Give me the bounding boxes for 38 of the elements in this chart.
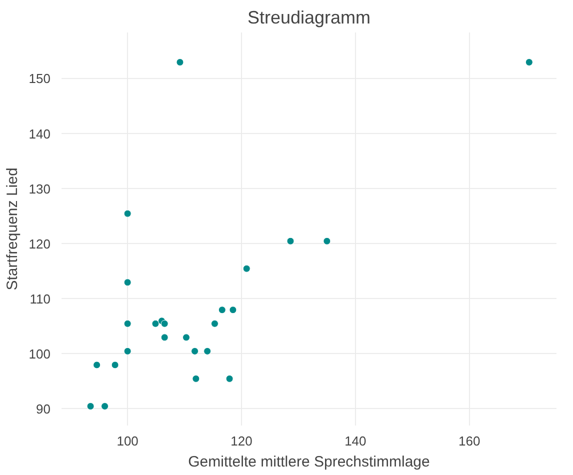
point	[323, 237, 331, 245]
point	[152, 320, 160, 328]
y-tick-label: 140	[28, 126, 51, 142]
point	[286, 237, 294, 245]
x-tick-label: 100	[116, 434, 138, 448]
y-tick-label: 100	[28, 346, 51, 362]
point	[191, 347, 199, 355]
point	[124, 347, 132, 355]
point	[86, 402, 94, 410]
y-tick-label: 110	[30, 291, 51, 306]
x-tick-label: 120	[230, 434, 252, 448]
point	[124, 210, 132, 218]
point	[226, 374, 234, 382]
point	[218, 306, 226, 314]
point	[242, 264, 250, 272]
point	[160, 334, 168, 342]
point	[192, 374, 200, 382]
y-tick-label: 130	[28, 181, 51, 196]
x-axis-title: Gemittelte mittlere Sprechstimmlage	[188, 454, 430, 470]
point	[182, 334, 190, 342]
point	[93, 361, 101, 369]
y-tick-label: 150	[28, 71, 51, 86]
point	[111, 361, 119, 369]
point	[160, 320, 168, 328]
point	[210, 320, 218, 328]
point	[204, 347, 212, 355]
x-tick-label: 140	[344, 434, 366, 448]
point	[124, 278, 132, 286]
point	[525, 58, 533, 66]
chart-title: Streudiagramm	[247, 8, 371, 28]
x-tick-label: 160	[458, 434, 480, 448]
point	[176, 58, 184, 66]
point	[124, 320, 132, 328]
point	[101, 402, 109, 410]
y-tick-label: 90	[36, 401, 51, 416]
y-tick-label: 120	[28, 236, 51, 252]
y-axis-title: Startfrequenz Lied	[4, 168, 21, 290]
point	[229, 306, 237, 314]
